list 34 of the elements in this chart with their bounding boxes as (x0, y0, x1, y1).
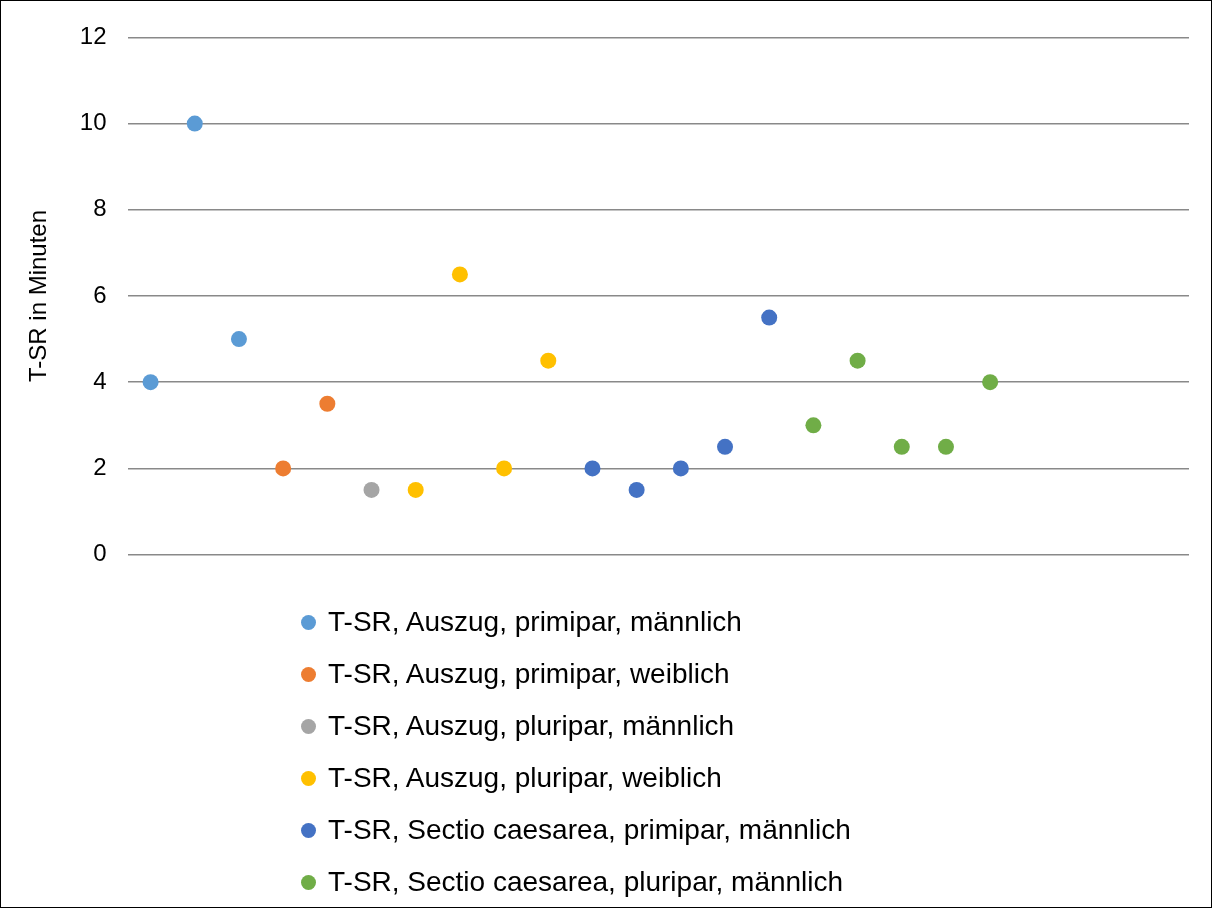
y-tick-label: 8 (93, 194, 107, 222)
y-tick-label: 10 (79, 108, 107, 136)
point (937, 438, 954, 455)
y-tick-label: 2 (93, 453, 107, 481)
point (451, 266, 468, 283)
y-tick-label: 0 (93, 539, 107, 567)
legend-label: T-SR, Auszug, pluripar, weiblich (328, 762, 722, 794)
legend-label: T-SR, Auszug, primipar, weiblich (328, 658, 730, 690)
point (672, 460, 689, 477)
point (363, 481, 380, 498)
point (761, 309, 778, 326)
legend-label: T-SR, Auszug, primipar, männlich (328, 606, 742, 638)
y-tick-label: 12 (79, 22, 107, 50)
point (805, 417, 822, 434)
point (893, 438, 910, 455)
y-tick-label: 4 (93, 366, 107, 394)
point (982, 374, 999, 391)
point (407, 481, 424, 498)
point (275, 460, 292, 477)
point (186, 115, 203, 132)
point (230, 331, 247, 348)
legend-label: T-SR, Auszug, pluripar, männlich (328, 710, 735, 742)
point (142, 374, 159, 391)
y-tick-label: 6 (93, 280, 107, 308)
point (628, 481, 645, 498)
legend-label: T-SR, Sectio caesarea, primipar, männlich (328, 814, 851, 846)
y-axis-title: T-SR in Minuten (24, 209, 52, 383)
point (540, 352, 557, 369)
point (496, 460, 513, 477)
point (717, 438, 734, 455)
point (584, 460, 601, 477)
legend-label: T-SR, Sectio caesarea, pluripar, männlich (328, 866, 844, 898)
point (849, 352, 866, 369)
point (319, 395, 336, 412)
